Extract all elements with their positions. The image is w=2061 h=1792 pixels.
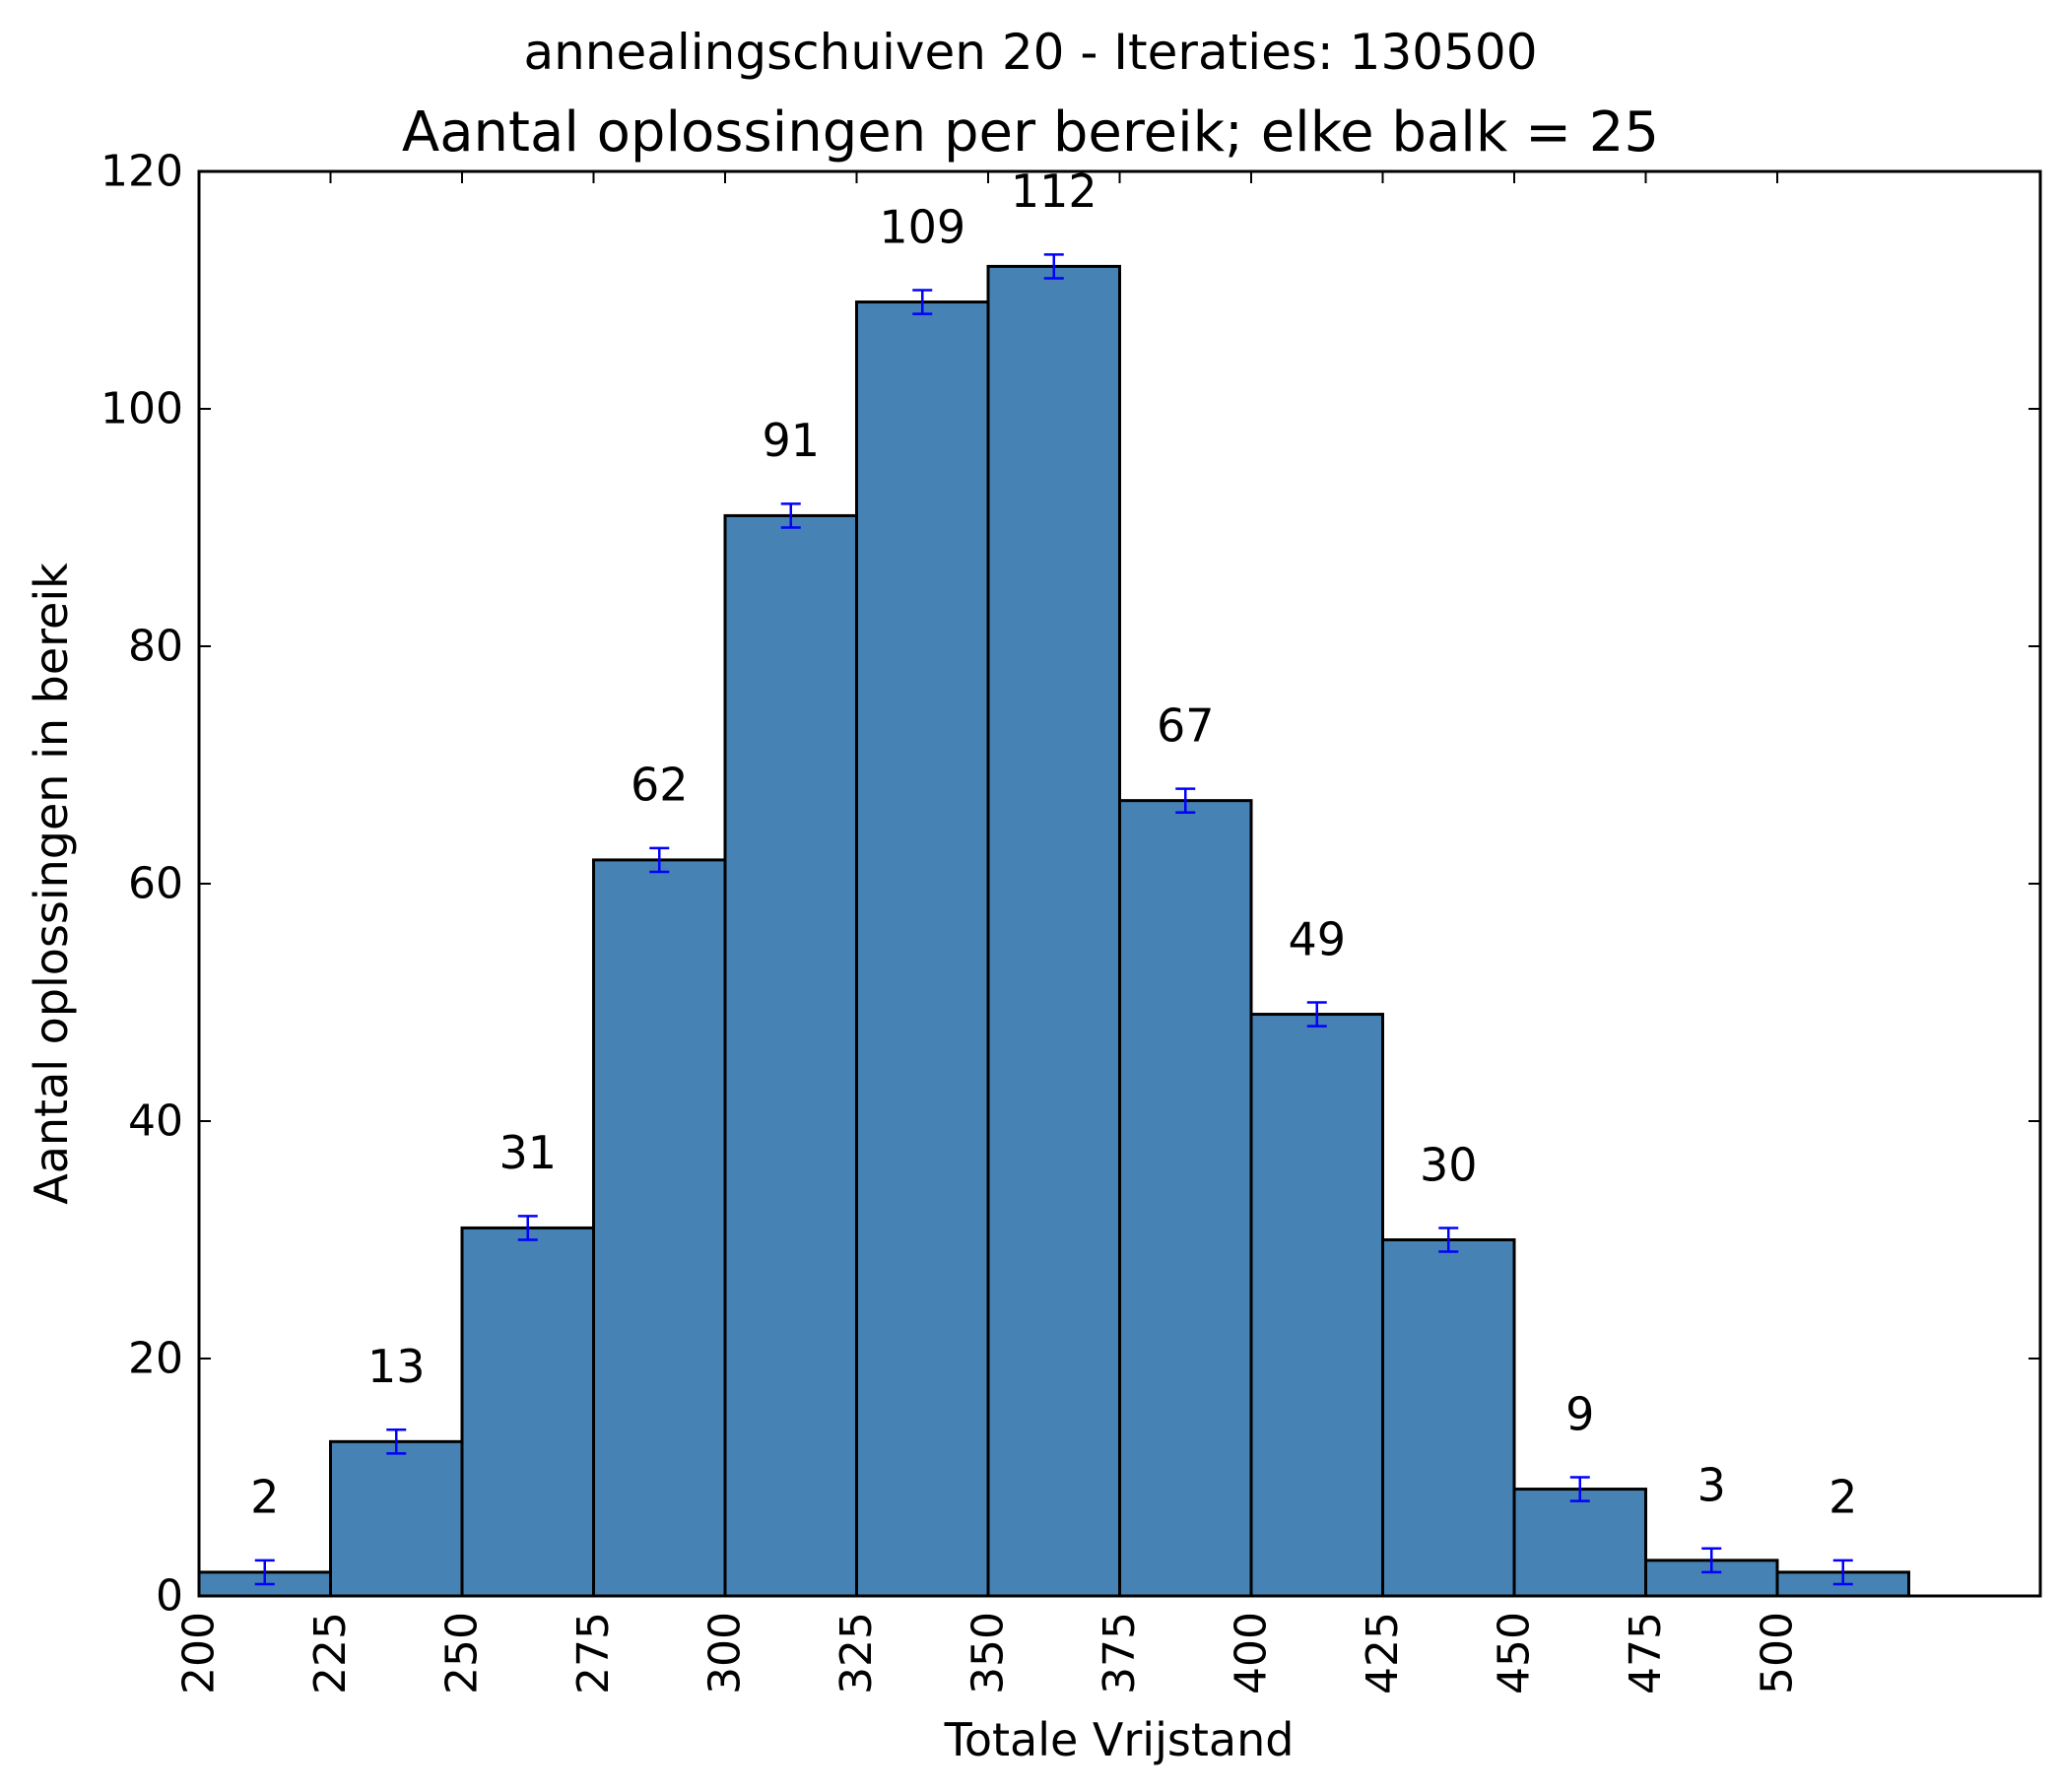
- error-bar: [1306, 1001, 1327, 1028]
- x-tick-label: 400: [1227, 1612, 1277, 1694]
- y-tick-label: 40: [128, 1096, 183, 1147]
- x-axis-ticks: 200 225 250 275 300 325 350 375 400 425 450 475 500: [174, 171, 1803, 1694]
- error-bar: [1043, 253, 1064, 280]
- y-axis-label: Aantal oplossingen in bereik: [25, 563, 78, 1205]
- error-bar: [1569, 1476, 1590, 1502]
- bar: [1249, 1013, 1384, 1598]
- x-tick-label: 200: [174, 1612, 225, 1694]
- x-tick-label: 475: [1621, 1612, 1671, 1694]
- x-tick-label: 225: [305, 1612, 356, 1694]
- error-bar: [1175, 787, 1196, 814]
- bar: [1381, 1238, 1516, 1598]
- x-tick-label: 275: [568, 1612, 619, 1694]
- error-bar: [254, 1559, 275, 1586]
- error-bar: [1701, 1547, 1722, 1574]
- x-tick-label: 375: [1095, 1612, 1145, 1694]
- bar: [1118, 799, 1253, 1598]
- x-tick-label: 450: [1490, 1612, 1540, 1694]
- error-bar: [649, 846, 670, 874]
- error-bar: [1832, 1559, 1853, 1586]
- bar: [329, 1439, 464, 1598]
- x-tick-label: 325: [831, 1612, 882, 1694]
- x-tick-label: 250: [437, 1612, 488, 1694]
- error-bar: [386, 1428, 407, 1455]
- bar-value-label: 112: [1011, 165, 1097, 218]
- x-tick-label: 300: [700, 1612, 751, 1694]
- bar: [723, 513, 858, 1598]
- bar-value-label: 49: [1288, 912, 1346, 965]
- bar-value-label: 67: [1157, 698, 1215, 752]
- y-tick-label: 20: [128, 1334, 183, 1384]
- y-tick-label: 80: [128, 622, 183, 672]
- errorbars-group: [254, 253, 1853, 1586]
- chart-title: Aantal oplossingen per bereik; elke balk…: [402, 100, 1659, 165]
- bar-value-label: 9: [1565, 1387, 1594, 1440]
- y-tick-label: 60: [128, 859, 183, 909]
- bar-value-label: 3: [1697, 1459, 1726, 1512]
- x-tick-label: 500: [1753, 1612, 1803, 1694]
- bar-value-label: 109: [879, 200, 965, 253]
- bar: [592, 858, 727, 1598]
- y-tick-label: 100: [100, 384, 183, 434]
- y-tick-label: 0: [156, 1571, 183, 1622]
- error-bar: [517, 1215, 538, 1241]
- y-tick-label: 120: [100, 147, 183, 197]
- bar-value-label: 30: [1420, 1138, 1478, 1191]
- bar-value-label: 62: [631, 759, 689, 812]
- bar: [1512, 1488, 1647, 1598]
- bar-labels-group: 2 13 31 62 91 109 112 67 49 30 9 3 2: [250, 165, 1857, 1524]
- bar-value-label: 31: [499, 1126, 557, 1179]
- y-axis-ticks: 0 20 40 60 80 100 120: [100, 147, 2040, 1622]
- bar-value-label: 2: [250, 1471, 279, 1524]
- bar-value-label: 13: [367, 1340, 426, 1393]
- bar: [986, 264, 1121, 1598]
- error-bar: [780, 502, 801, 529]
- x-tick-label: 350: [964, 1612, 1014, 1694]
- x-tick-label: 425: [1358, 1612, 1408, 1694]
- bar-value-label: 91: [762, 414, 820, 467]
- bar: [460, 1226, 595, 1598]
- bar: [855, 300, 990, 1598]
- x-axis-label: Totale Vrijstand: [944, 1713, 1295, 1766]
- bar-value-label: 2: [1828, 1471, 1857, 1524]
- bars-group: [197, 264, 1910, 1598]
- error-bar: [1438, 1227, 1459, 1253]
- error-bar: [912, 289, 933, 315]
- chart-suptitle: annealingschuiven 20 - Iteraties: 130500: [523, 24, 1537, 81]
